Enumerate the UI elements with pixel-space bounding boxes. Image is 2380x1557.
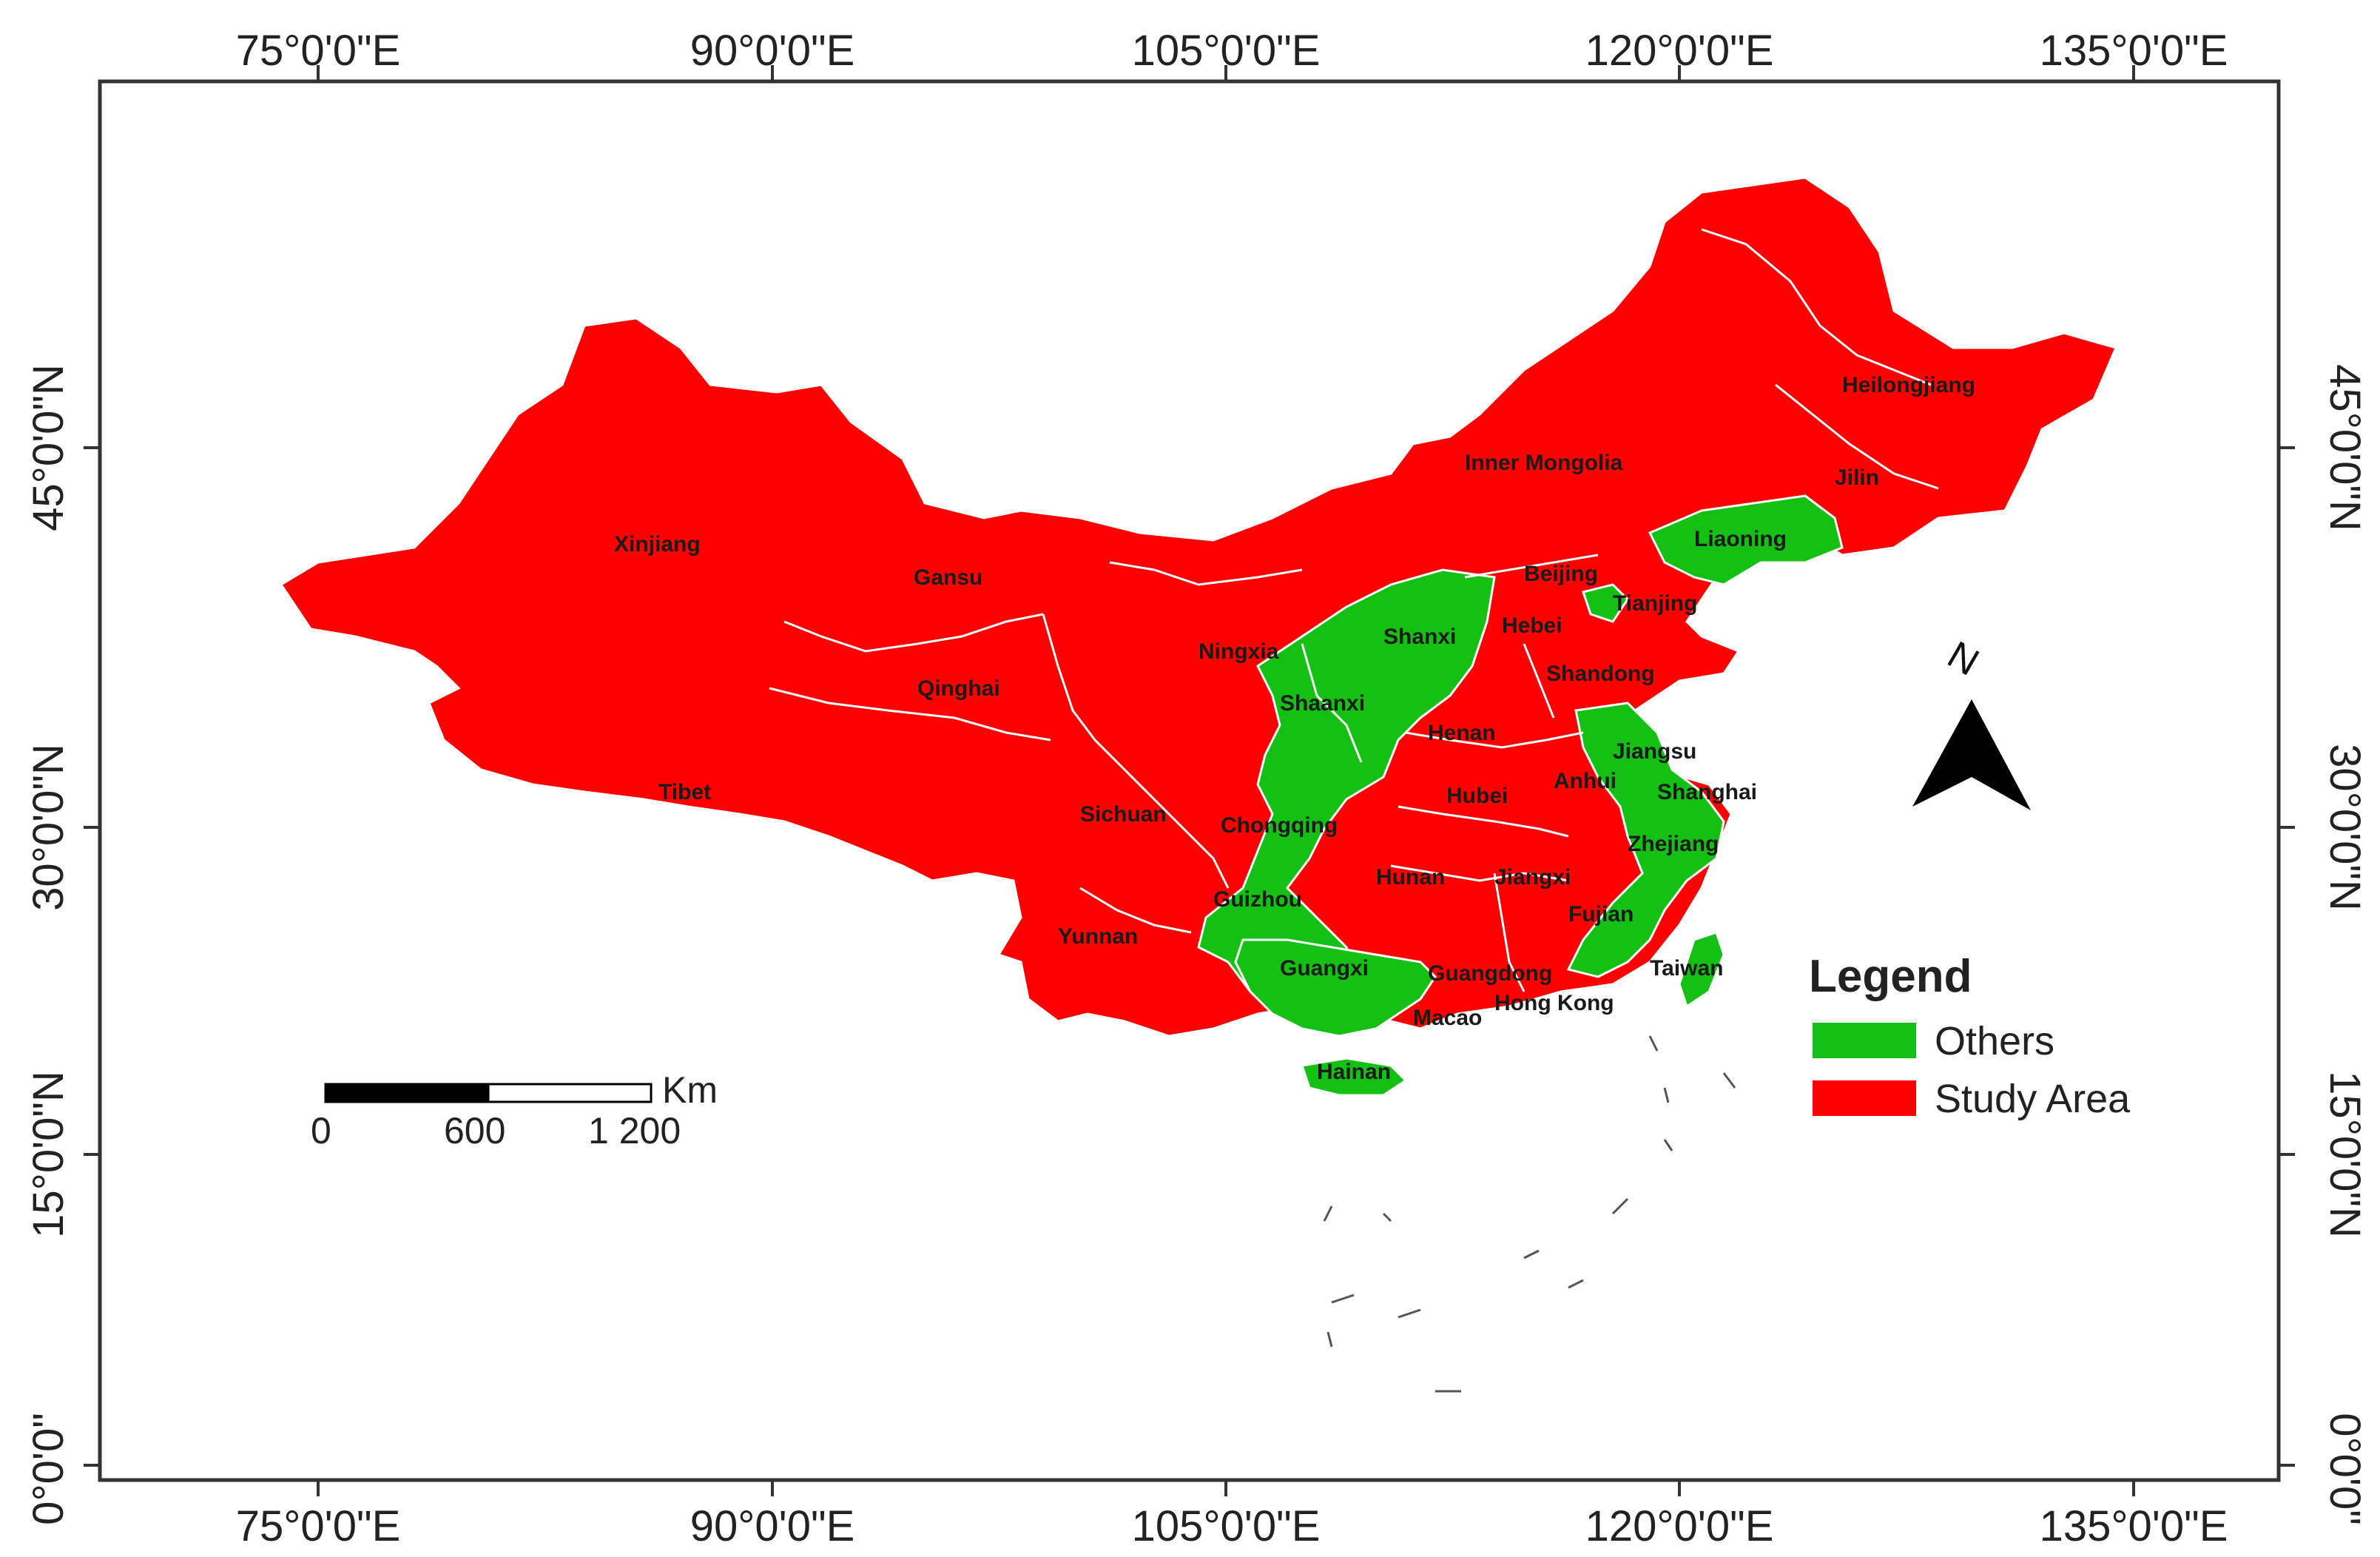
scale-bar-black-segment <box>324 1083 490 1103</box>
legend: Legend Others Study Area <box>1809 951 2131 1121</box>
label-zhejiang: Zhejiang <box>1628 832 1719 856</box>
label-hubei: Hubei <box>1446 784 1508 808</box>
label-heilongjiang: Heilongjiang <box>1842 373 1975 397</box>
label-macao: Macao <box>1413 1006 1482 1030</box>
label-liaoning: Liaoning <box>1694 527 1787 551</box>
scale-bar: Km 0 600 1 200 <box>311 1069 718 1151</box>
scale-bar-tick-600: 600 <box>444 1110 505 1151</box>
label-fujian: Fujian <box>1568 902 1634 927</box>
scale-bar-unit: Km <box>662 1069 718 1111</box>
legend-label-study-area: Study Area <box>1935 1077 2131 1121</box>
label-beijing: Beijing <box>1524 562 1598 586</box>
bottom-lon-label-135: 135°0'0"E <box>2040 1502 2228 1550</box>
label-taiwan: Taiwan <box>1650 956 1723 981</box>
label-jiangxi: Jiangxi <box>1494 865 1571 890</box>
label-yunnan: Yunnan <box>1058 924 1138 949</box>
others-region-taiwan <box>1678 931 1725 1009</box>
label-jilin: Jilin <box>1835 465 1879 490</box>
others-region-hainan <box>1301 1057 1408 1097</box>
north-arrow-icon <box>1912 699 2031 810</box>
legend-label-others: Others <box>1935 1019 2054 1063</box>
bottom-lon-label-75: 75°0'0"E <box>236 1502 401 1550</box>
label-hunan: Hunan <box>1376 865 1445 890</box>
label-henan: Henan <box>1428 721 1496 745</box>
legend-swatch-study-area <box>1813 1080 1916 1116</box>
study-area-region <box>279 176 2118 1038</box>
scale-bar-white-segment <box>487 1083 653 1103</box>
label-jiangsu: Jiangsu <box>1613 739 1696 764</box>
label-xinjiang: Xinjiang <box>614 532 701 556</box>
bottom-lon-label-105: 105°0'0"E <box>1132 1502 1321 1550</box>
label-inner-mongolia: Inner Mongolia <box>1465 451 1623 475</box>
top-lon-label-90: 90°0'0"E <box>690 27 855 75</box>
top-lon-label-75: 75°0'0"E <box>236 27 401 75</box>
label-sichuan: Sichuan <box>1080 802 1167 827</box>
right-lat-label-45: 45°0'0"N <box>2321 364 2369 531</box>
right-lat-label-15: 15°0'0"N <box>2321 1071 2369 1238</box>
top-lon-label-120: 120°0'0"E <box>1585 27 1774 75</box>
label-anhui: Anhui <box>1554 769 1617 793</box>
label-tianjing: Tianjing <box>1613 591 1697 616</box>
label-chongqing: Chongqing <box>1221 813 1338 838</box>
label-hong-kong: Hong Kong <box>1494 991 1614 1015</box>
province-borders <box>769 228 1939 992</box>
top-lon-label-105: 105°0'0"E <box>1132 27 1321 75</box>
label-gansu: Gansu <box>914 565 982 590</box>
label-guangdong: Guangdong <box>1428 961 1552 986</box>
others-region-liaoning <box>1648 494 1844 586</box>
label-guangxi: Guangxi <box>1280 956 1369 981</box>
left-lat-label-0: 0°0'0" <box>24 1413 73 1525</box>
scale-bar-tick-1200: 1 200 <box>588 1110 681 1151</box>
label-shaanxi: Shaanxi <box>1280 691 1365 716</box>
bottom-lon-label-90: 90°0'0"E <box>690 1502 855 1550</box>
others-region-north <box>1197 568 1496 1015</box>
label-shandong: Shandong <box>1546 662 1655 686</box>
top-ticks <box>317 65 2135 81</box>
north-arrow: N <box>1912 633 2031 810</box>
north-arrow-label: N <box>1941 633 1986 685</box>
label-guizhou: Guizhou <box>1213 887 1302 912</box>
label-ningxia: Ningxia <box>1199 639 1279 664</box>
map-frame <box>98 79 2281 1482</box>
label-hebei: Hebei <box>1502 613 1562 638</box>
legend-title: Legend <box>1809 951 1972 1002</box>
left-lat-label-30: 30°0'0"N <box>24 744 73 911</box>
others-region-tianjin <box>1582 583 1629 623</box>
others-region-guangxi <box>1234 938 1437 1038</box>
left-ticks <box>84 446 100 1467</box>
right-lat-label-0: 0°0'0" <box>2321 1413 2369 1525</box>
label-shanxi: Shanxi <box>1383 625 1456 649</box>
label-tibet: Tibet <box>658 780 711 804</box>
legend-swatch-others <box>1813 1023 1916 1058</box>
others-region-east <box>1566 702 1725 978</box>
left-lat-label-45: 45°0'0"N <box>24 364 73 531</box>
top-lon-label-135: 135°0'0"E <box>2040 27 2228 75</box>
bottom-lon-label-120: 120°0'0"E <box>1585 1502 1774 1550</box>
scale-bar-tick-0: 0 <box>311 1110 331 1151</box>
label-hainan: Hainan <box>1317 1060 1391 1084</box>
south-sea-islands <box>1323 1035 1736 1393</box>
label-shanghai: Shanghai <box>1657 780 1757 804</box>
label-qinghai: Qinghai <box>917 676 1000 701</box>
bottom-ticks <box>317 1480 2135 1496</box>
left-lat-label-15: 15°0'0"N <box>24 1071 73 1238</box>
right-lat-label-30: 30°0'0"N <box>2321 744 2369 911</box>
right-ticks <box>2279 446 2295 1467</box>
